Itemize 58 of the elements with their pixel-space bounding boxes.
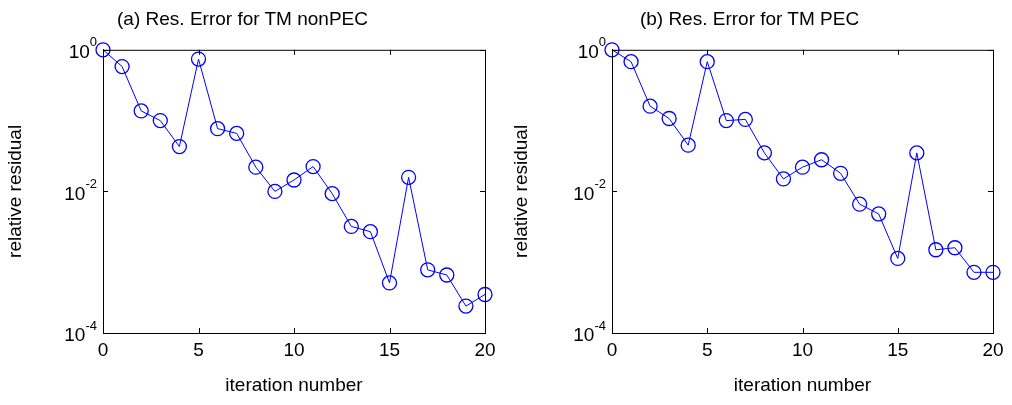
point [642,98,658,114]
point [229,125,245,142]
chart-title: (a) Res. Error for TM nonPEC [117,7,368,29]
x-tick-label: 15 [378,338,401,360]
x-tick-label: 5 [193,338,204,360]
point [190,51,207,67]
point [286,172,302,188]
point [775,171,792,187]
x-tick-label: 10 [791,338,814,360]
point [439,267,455,283]
point [871,206,887,222]
point [718,112,734,129]
point [420,262,436,278]
y-axis-title: relative residual [3,124,25,258]
point [458,298,474,314]
point [343,218,359,235]
y-axis-title: relative residual [509,124,531,258]
point [209,120,226,137]
x-tick-label: 5 [701,338,713,360]
x-axis-title: iteration number [733,373,872,395]
point [985,264,1001,280]
x-tick-label: 15 [887,338,909,360]
point [794,159,811,175]
point [477,286,493,303]
point [604,42,620,58]
x-tick-label: 0 [606,338,618,360]
point [400,169,417,185]
point [928,242,944,258]
point [248,159,264,175]
point [661,110,677,127]
point [832,165,849,181]
point [362,224,379,240]
point [699,54,715,70]
point [305,158,321,175]
point [890,250,906,267]
point [737,111,753,128]
point [852,196,868,212]
x-axis-title: iteration number [225,373,364,395]
point [909,145,925,161]
point [152,112,168,129]
point [756,145,773,161]
point [680,137,696,153]
point [114,58,130,75]
point [133,103,149,119]
point [966,264,982,280]
point [171,138,188,155]
x-tick-label: 0 [97,338,109,360]
x-tick-label: 20 [982,338,1004,360]
x-tick-label: 10 [283,338,305,360]
point [267,183,283,200]
point [381,275,398,291]
point [95,42,111,58]
point [813,152,830,168]
point [324,185,340,202]
point [947,240,963,256]
chart-title: (b) Res. Error for TM PEC [639,7,860,29]
point [623,54,639,70]
x-tick-label: 20 [474,338,496,360]
